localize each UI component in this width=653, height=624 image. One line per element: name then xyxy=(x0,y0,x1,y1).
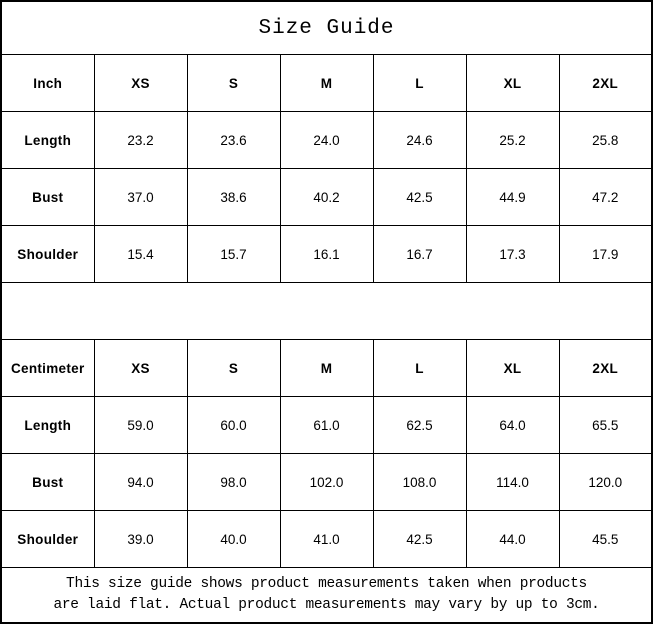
size-header-l: L xyxy=(372,54,467,112)
measurement-value: 108.0 xyxy=(372,453,467,511)
measurement-value: 62.5 xyxy=(372,396,467,454)
measurement-value: 120.0 xyxy=(558,453,653,511)
measurement-value: 102.0 xyxy=(279,453,374,511)
measurement-value: 16.7 xyxy=(372,225,467,283)
footer-note-line2: are laid flat. Actual product measuremen… xyxy=(53,597,600,613)
size-header-xl: XL xyxy=(465,339,560,397)
measurement-value: 114.0 xyxy=(465,453,560,511)
centimeter-bust-row: Bust 94.0 98.0 102.0 108.0 114.0 120.0 xyxy=(0,453,653,511)
inch-bust-row: Bust 37.0 38.6 40.2 42.5 44.9 47.2 xyxy=(0,168,653,226)
size-header-s: S xyxy=(186,339,281,397)
footer-row: This size guide shows product measuremen… xyxy=(0,567,653,624)
measurement-value: 45.5 xyxy=(558,510,653,568)
measurement-value: 42.5 xyxy=(372,168,467,226)
measurement-value: 64.0 xyxy=(465,396,560,454)
inch-header-row: Inch XS S M L XL 2XL xyxy=(0,54,653,112)
size-header-m: M xyxy=(279,54,374,112)
footer-note: This size guide shows product measuremen… xyxy=(0,567,653,624)
centimeter-shoulder-row: Shoulder 39.0 40.0 41.0 42.5 44.0 45.5 xyxy=(0,510,653,568)
measurement-value: 94.0 xyxy=(93,453,188,511)
size-header-xs: XS xyxy=(93,339,188,397)
measurement-value: 60.0 xyxy=(186,396,281,454)
unit-header-centimeter: Centimeter xyxy=(0,339,95,397)
measurement-label: Shoulder xyxy=(0,510,95,568)
measurement-value: 44.0 xyxy=(465,510,560,568)
measurement-label: Length xyxy=(0,111,95,169)
measurement-value: 39.0 xyxy=(93,510,188,568)
measurement-value: 17.9 xyxy=(558,225,653,283)
measurement-value: 16.1 xyxy=(279,225,374,283)
measurement-value: 40.2 xyxy=(279,168,374,226)
size-header-l: L xyxy=(372,339,467,397)
measurement-value: 40.0 xyxy=(186,510,281,568)
measurement-value: 23.2 xyxy=(93,111,188,169)
measurement-value: 98.0 xyxy=(186,453,281,511)
measurement-value: 24.0 xyxy=(279,111,374,169)
measurement-value: 42.5 xyxy=(372,510,467,568)
measurement-label: Bust xyxy=(0,168,95,226)
title-row: Size Guide xyxy=(0,0,653,55)
spacer-row xyxy=(0,282,653,340)
measurement-value: 23.6 xyxy=(186,111,281,169)
unit-header-inch: Inch xyxy=(0,54,95,112)
measurement-value: 15.4 xyxy=(93,225,188,283)
measurement-value: 41.0 xyxy=(279,510,374,568)
size-header-xl: XL xyxy=(465,54,560,112)
size-header-xs: XS xyxy=(93,54,188,112)
size-header-m: M xyxy=(279,339,374,397)
centimeter-header-row: Centimeter XS S M L XL 2XL xyxy=(0,339,653,397)
measurement-value: 59.0 xyxy=(93,396,188,454)
measurement-value: 17.3 xyxy=(465,225,560,283)
measurement-value: 37.0 xyxy=(93,168,188,226)
measurement-value: 25.2 xyxy=(465,111,560,169)
measurement-value: 38.6 xyxy=(186,168,281,226)
centimeter-length-row: Length 59.0 60.0 61.0 62.5 64.0 65.5 xyxy=(0,396,653,454)
measurement-value: 61.0 xyxy=(279,396,374,454)
measurement-value: 65.5 xyxy=(558,396,653,454)
size-header-s: S xyxy=(186,54,281,112)
page-title: Size Guide xyxy=(0,0,653,55)
inch-length-row: Length 23.2 23.6 24.0 24.6 25.2 25.8 xyxy=(0,111,653,169)
measurement-value: 47.2 xyxy=(558,168,653,226)
footer-note-line1: This size guide shows product measuremen… xyxy=(66,575,587,592)
measurement-value: 15.7 xyxy=(186,225,281,283)
measurement-label: Shoulder xyxy=(0,225,95,283)
measurement-label: Length xyxy=(0,396,95,454)
size-header-2xl: 2XL xyxy=(558,54,653,112)
measurement-value: 44.9 xyxy=(465,168,560,226)
measurement-value: 24.6 xyxy=(372,111,467,169)
size-header-2xl: 2XL xyxy=(558,339,653,397)
measurement-value: 25.8 xyxy=(558,111,653,169)
measurement-label: Bust xyxy=(0,453,95,511)
inch-shoulder-row: Shoulder 15.4 15.7 16.1 16.7 17.3 17.9 xyxy=(0,225,653,283)
spacer-cell xyxy=(0,282,653,340)
